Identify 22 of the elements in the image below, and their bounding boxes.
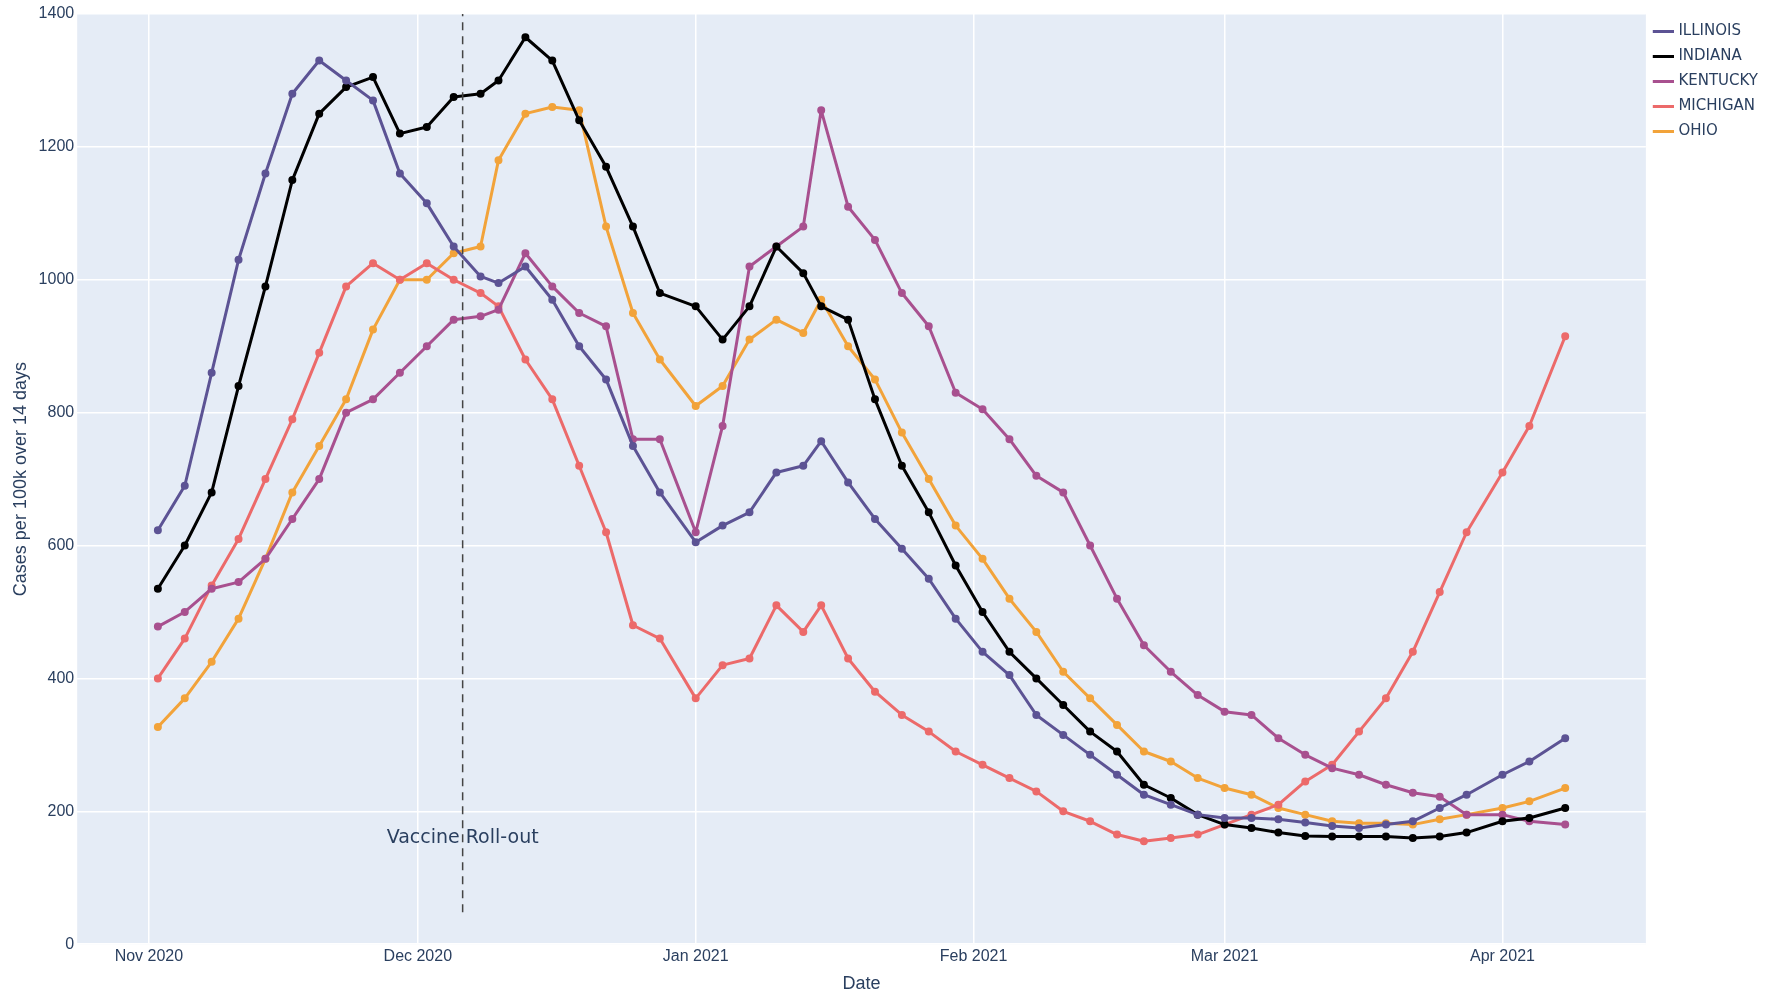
legend-label: INDIANA <box>1678 46 1743 65</box>
y-tick-label: 1200 <box>38 137 75 155</box>
y-tick-label: 1000 <box>38 270 75 288</box>
x-tick-label: Nov 2020 <box>114 947 184 965</box>
y-tick-label: 400 <box>47 668 75 686</box>
x-tick-label: Apr 2021 <box>1469 947 1536 965</box>
x-tick-label: Jan 2021 <box>662 947 729 965</box>
y-tick-label: 800 <box>47 403 75 421</box>
x-tick-label: Feb 2021 <box>939 947 1008 965</box>
y-tick-label: 200 <box>47 801 75 819</box>
x-tick-label: Dec 2020 <box>383 947 453 965</box>
legend-label: OHIO <box>1678 121 1718 140</box>
y-tick-label: 0 <box>65 934 75 952</box>
y-tick-label: 600 <box>47 535 75 553</box>
ref-line-label: Vaccine Roll-out <box>386 824 539 847</box>
y-tick-label: 1400 <box>38 4 75 22</box>
x-axis-title: Date <box>842 973 881 994</box>
y-axis-title: Cases per 100k over 14 days <box>9 362 30 597</box>
legend-label: MICHIGAN <box>1678 96 1756 115</box>
x-tick-label: Mar 2021 <box>1190 947 1259 965</box>
legend-label: ILLINOIS <box>1678 21 1741 40</box>
legend-label: KENTUCKY <box>1678 71 1759 90</box>
